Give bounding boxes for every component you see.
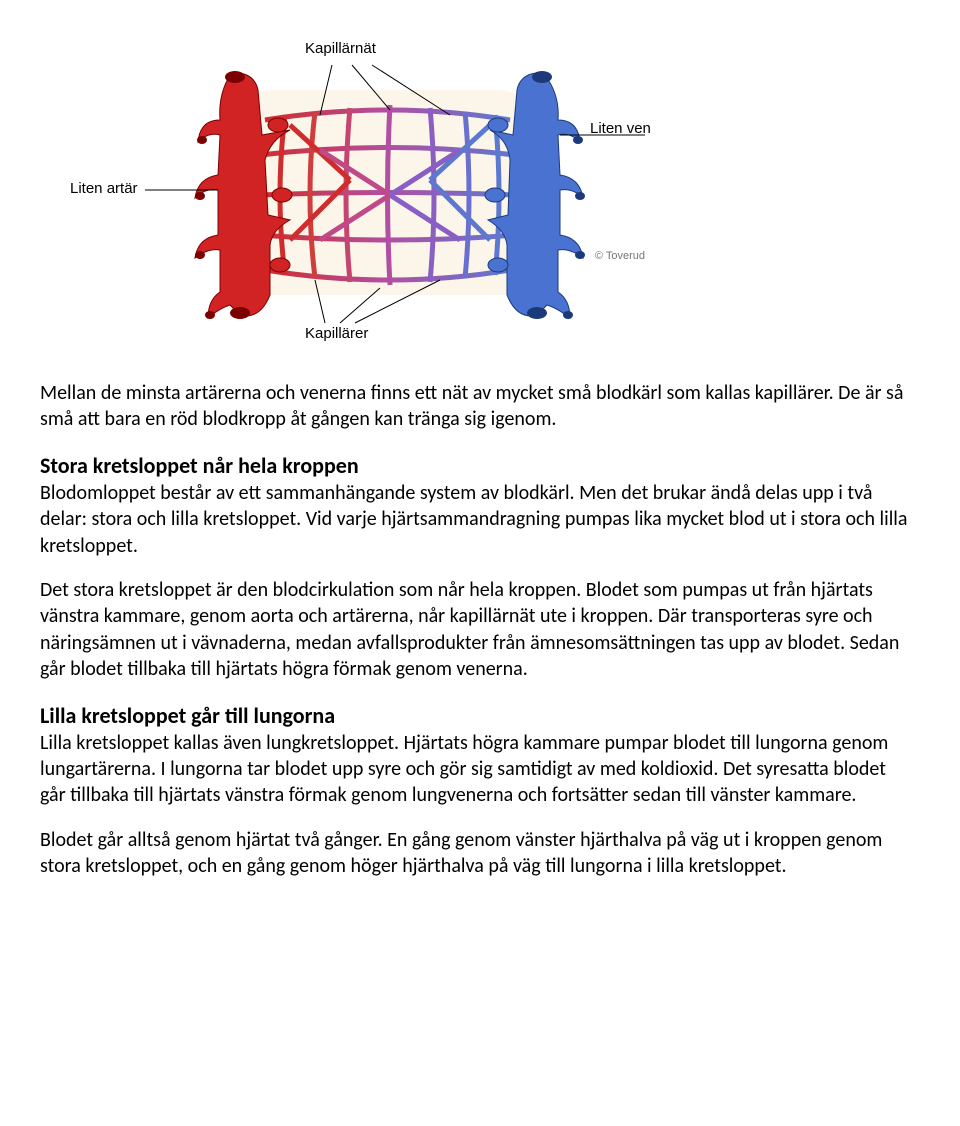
para-stora-1: Blodomloppet består av ett sammanhängand…	[40, 480, 910, 559]
capillary-diagram: Kapillärnät Liten ven Liten artär Kapill…	[90, 40, 690, 350]
para-stora-2: Det stora kretsloppet är den blodcirkula…	[40, 577, 910, 683]
label-liten-ven: Liten ven	[590, 120, 651, 137]
label-liten-artar: Liten artär	[70, 180, 138, 197]
para-lilla-2: Blodet går alltså genom hjärtat två gång…	[40, 827, 910, 880]
para-lilla-1: Lilla kretsloppet kallas även lungkretsl…	[40, 730, 910, 809]
para-intro: Mellan de minsta artärerna och venerna f…	[40, 380, 910, 433]
label-kapillarnat: Kapillärnät	[305, 40, 376, 57]
diagram-credit: © Toverud	[595, 250, 645, 262]
label-kapillarer: Kapillärer	[305, 325, 368, 342]
diagram-svg	[90, 40, 690, 350]
heading-stora: Stora kretsloppet når hela kroppen	[40, 451, 910, 480]
heading-lilla: Lilla kretsloppet går till lungorna	[40, 701, 910, 730]
